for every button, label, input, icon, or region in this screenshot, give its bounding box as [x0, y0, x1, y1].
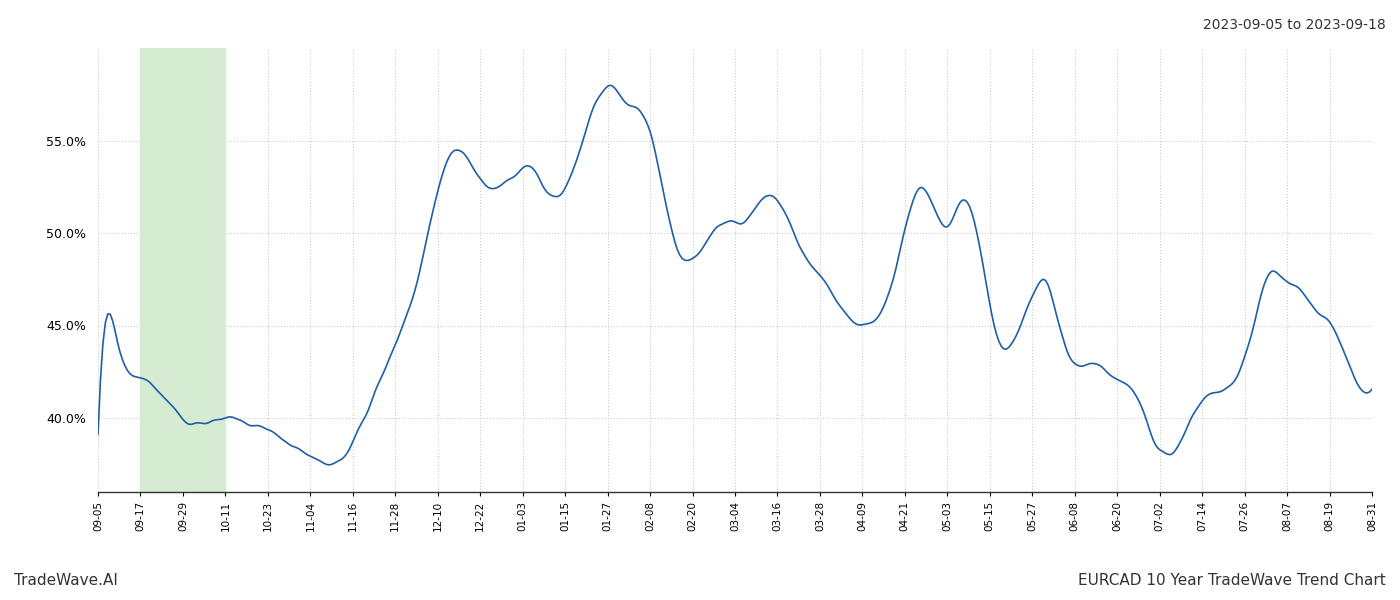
- Bar: [140, 48, 225, 492]
- Text: TradeWave.AI: TradeWave.AI: [14, 573, 118, 588]
- Text: 2023-09-05 to 2023-09-18: 2023-09-05 to 2023-09-18: [1203, 18, 1386, 32]
- Text: EURCAD 10 Year TradeWave Trend Chart: EURCAD 10 Year TradeWave Trend Chart: [1078, 573, 1386, 588]
